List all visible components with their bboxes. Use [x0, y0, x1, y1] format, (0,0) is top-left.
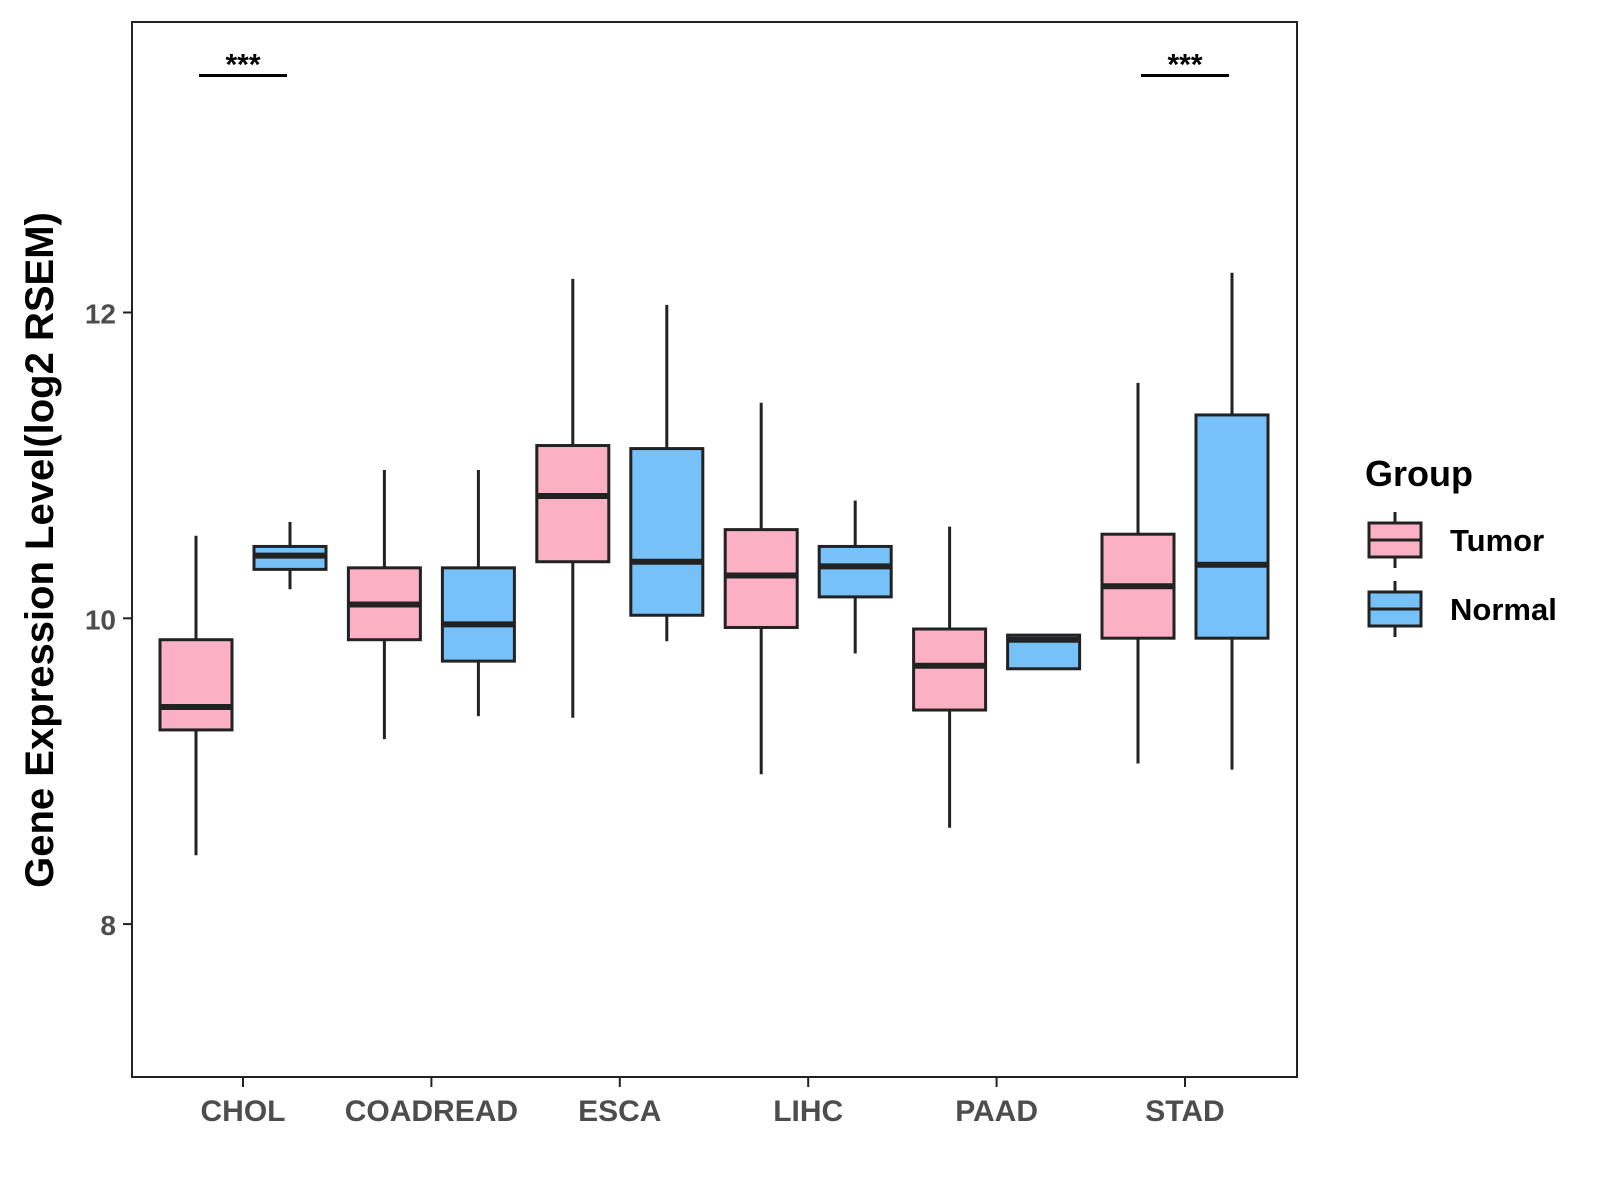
box-tumor: [535, 444, 611, 564]
box-tumor: [912, 627, 988, 712]
x-tick-label: LIHC: [773, 1095, 843, 1128]
y-tick-label: 8: [100, 910, 116, 941]
y-axis-title: Gene Expression Level(log2 RSEM): [18, 212, 62, 888]
x-tick-label: ESCA: [578, 1095, 661, 1128]
box-tumor: [723, 528, 799, 629]
y-tick-label: 10: [85, 604, 116, 635]
box-normal: [1194, 413, 1270, 640]
legend: Group Tumor Normal: [1365, 453, 1557, 637]
box-normal: [817, 544, 893, 599]
box-normal: [440, 566, 516, 663]
significance-label: ***: [225, 49, 260, 82]
y-tick-label: 12: [85, 299, 116, 330]
x-tick-label: COADREAD: [345, 1095, 518, 1128]
legend-label-normal: Normal: [1450, 592, 1557, 627]
x-tick-label: CHOL: [201, 1095, 286, 1128]
x-tick-label: STAD: [1145, 1095, 1224, 1128]
significance-label: ***: [1167, 49, 1202, 82]
box-normal: [629, 447, 705, 617]
box-tumor: [158, 638, 234, 732]
legend-label-tumor: Tumor: [1450, 523, 1544, 558]
legend-title: Group: [1365, 453, 1473, 494]
x-tick-label: PAAD: [955, 1095, 1038, 1128]
